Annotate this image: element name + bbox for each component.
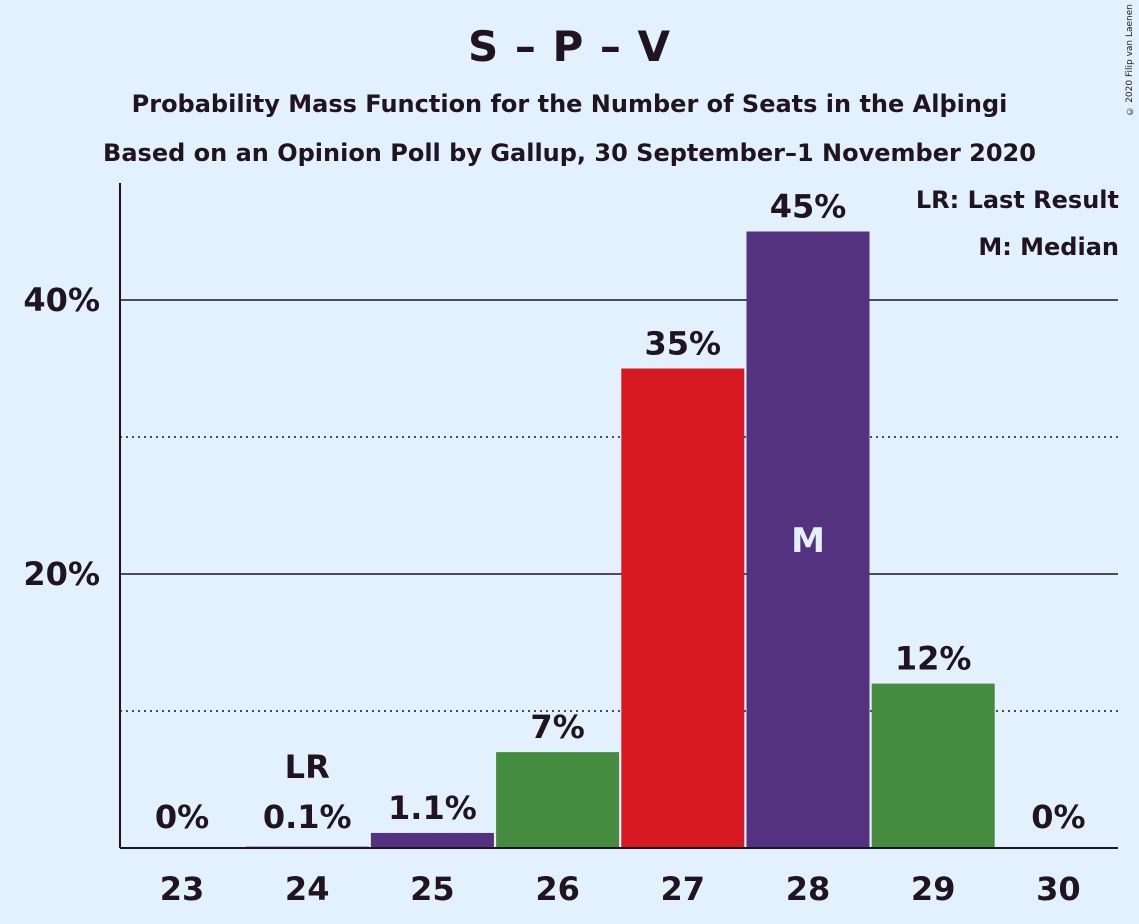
data-label: 35% (645, 325, 722, 363)
legend-median: M: Median (978, 233, 1119, 261)
data-label: 0% (1031, 798, 1085, 836)
x-tick-label: 27 (661, 870, 706, 908)
data-label: 7% (530, 708, 584, 746)
x-tick-label: 29 (911, 870, 956, 908)
x-tick-label: 30 (1036, 870, 1081, 908)
median-marker: M (791, 521, 825, 561)
chart-title: S – P – V (467, 22, 672, 71)
bar (871, 683, 995, 848)
bar (746, 231, 870, 848)
x-tick-label: 26 (535, 870, 580, 908)
data-label: 1.1% (388, 789, 477, 827)
last-result-marker: LR (285, 748, 330, 786)
legend-last-result: LR: Last Result (915, 186, 1119, 214)
data-label: 45% (770, 188, 847, 226)
chart-subtitle: Probability Mass Function for the Number… (131, 90, 1008, 118)
y-tick-label: 20% (23, 555, 100, 593)
bar (370, 832, 494, 848)
x-tick-label: 24 (285, 870, 330, 908)
y-tick-label: 40% (23, 281, 100, 319)
bar (496, 752, 620, 848)
x-tick-label: 28 (786, 870, 831, 908)
chart-subtitle-source: Based on an Opinion Poll by Gallup, 30 S… (103, 139, 1036, 167)
data-label: 0.1% (263, 798, 352, 836)
x-tick-label: 25 (410, 870, 455, 908)
data-label: 0% (155, 798, 209, 836)
data-label: 12% (895, 640, 972, 678)
bar (621, 368, 745, 848)
x-tick-label: 23 (160, 870, 205, 908)
